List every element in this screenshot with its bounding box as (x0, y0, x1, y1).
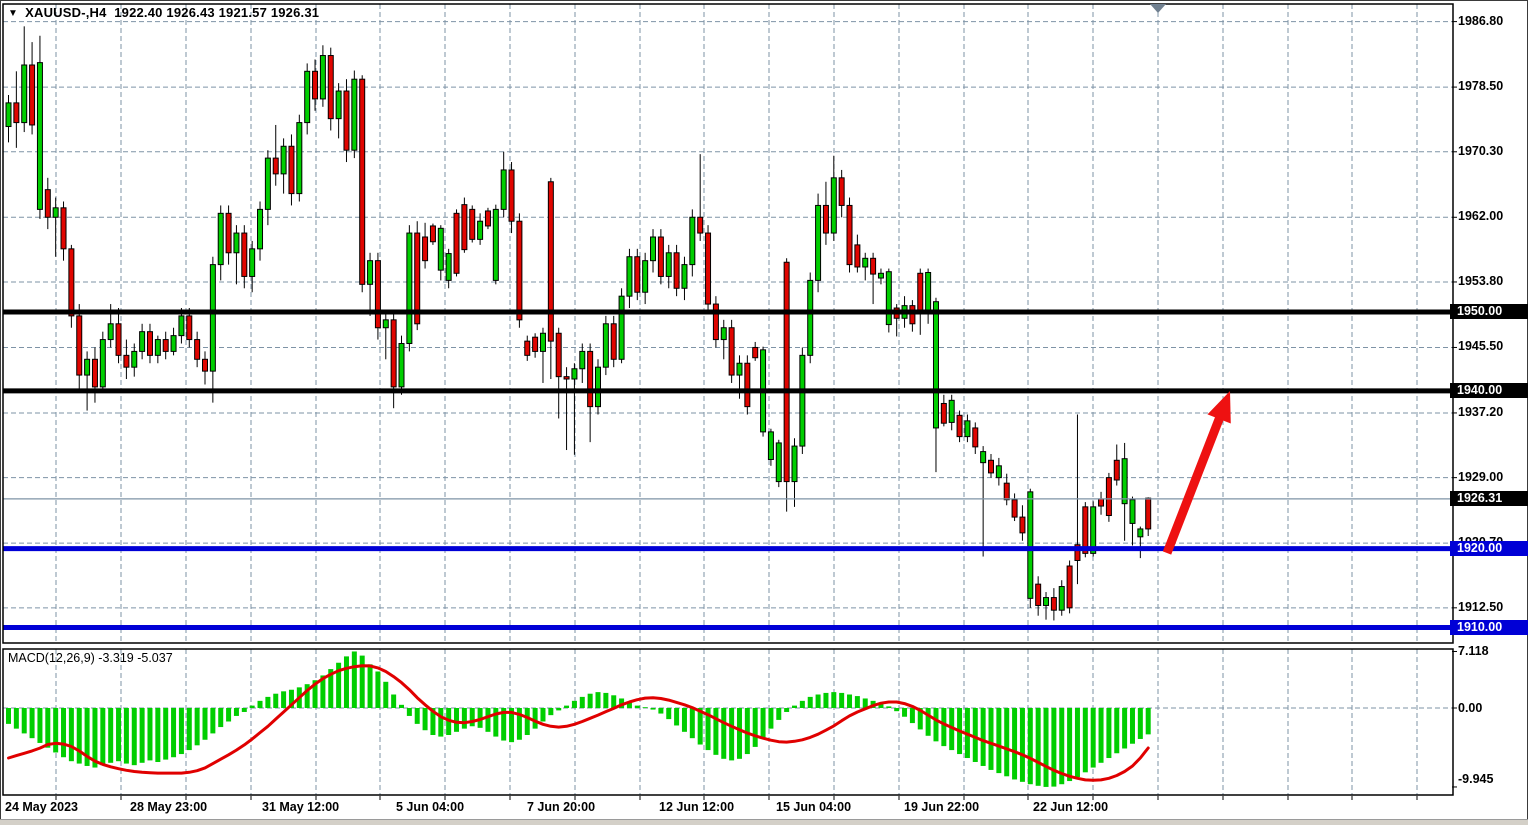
macd-panel-frame (2, 648, 1454, 796)
quote-header: ▼ XAUUSD-,H4 1922.40 1926.43 1921.57 1926… (8, 5, 319, 20)
quote-symbol-period: XAUUSD-,H4 (25, 5, 107, 20)
level-lines (3, 309, 1453, 631)
status-strip (0, 819, 1528, 825)
last-bar-marker-icon (1150, 4, 1166, 13)
symbol-dropdown-icon[interactable]: ▼ (8, 8, 19, 19)
trend-arrow[interactable] (1162, 391, 1231, 555)
time-gridlines (55, 4, 1418, 795)
main-chart-frame (2, 3, 1454, 644)
macd-histogram (6, 651, 1151, 787)
macd-indicator-label: MACD(12,26,9) -3.319 -5.037 (8, 651, 173, 665)
macd-signal-line (7, 664, 1150, 782)
quote-ohlc: 1922.40 1926.43 1921.57 1926.31 (114, 5, 320, 20)
